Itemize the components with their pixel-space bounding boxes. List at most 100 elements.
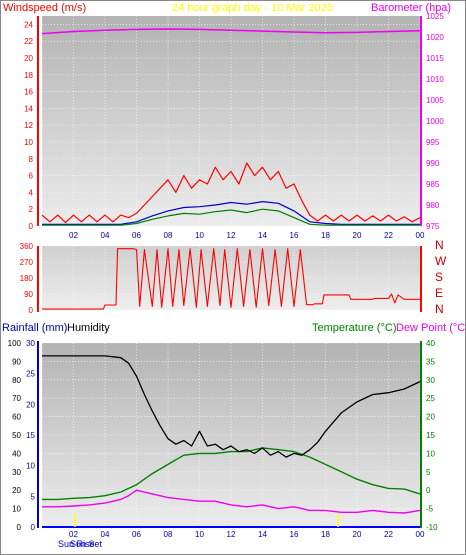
humidity-tick-label: 60 <box>12 413 21 422</box>
direction-series <box>42 248 420 310</box>
temperature-tick-label: -5 <box>426 505 434 514</box>
temperature-line <box>42 447 421 501</box>
direction-tick-label: 90 <box>24 290 33 299</box>
compass-letter-e: E <box>435 286 443 300</box>
time-tick-label: 10 <box>195 530 204 539</box>
wind-tick-label: 2 <box>29 205 34 214</box>
humidity-tick-label: 50 <box>12 431 21 440</box>
humidity-tick-label: 0 <box>17 523 22 532</box>
barometer-tick-label: 1020 <box>426 33 444 42</box>
temperature-tick-label: 30 <box>426 376 435 385</box>
wind-tick-label: 10 <box>24 138 33 147</box>
barometer-tick-label: 995 <box>426 138 440 147</box>
wind-direction-line <box>42 248 420 310</box>
time-tick-label: 18 <box>321 530 330 539</box>
top-grid <box>41 16 421 227</box>
temperature-axis-label: Temperature (°C) <box>312 322 396 334</box>
time-tick-label: 08 <box>164 231 173 240</box>
dewpoint-line <box>42 489 421 514</box>
time-tick-label: 00 <box>416 231 425 240</box>
direction-tick-label: 360 <box>20 242 34 251</box>
rainfall-tick-label: 10 <box>26 462 35 471</box>
time-tick-label: 18 <box>321 231 330 240</box>
time-tick-label: 22 <box>384 530 393 539</box>
direction-tick-label: 270 <box>20 258 34 267</box>
compass-letter-n-top: N <box>435 238 444 252</box>
average-wind-line <box>42 201 420 225</box>
temperature-tick-label: 20 <box>426 413 435 422</box>
rainfall-tick-label: 25 <box>26 370 35 379</box>
time-tick-label: 00 <box>416 530 425 539</box>
dewpoint-axis-label: Dew Point (°C) <box>396 322 466 334</box>
graph-title: 24 hour graph day - 10 Mar 2025 <box>172 2 333 14</box>
time-tick-label: 14 <box>258 231 267 240</box>
sunrise-label: Sun Rise <box>58 539 95 549</box>
humidity-tick-label: 30 <box>12 468 21 477</box>
wind-tick-label: 24 <box>24 20 33 29</box>
time-tick-label: 06 <box>132 530 141 539</box>
barometer-tick-label: 975 <box>426 222 440 231</box>
humidity-tick-label: 100 <box>8 339 22 348</box>
time-tick-label: 02 <box>69 231 78 240</box>
wind-tick-label: 20 <box>24 54 33 63</box>
humidity-tick-label: 70 <box>12 394 21 403</box>
time-tick-label: 22 <box>384 231 393 240</box>
rainfall-tick-label: 15 <box>26 431 35 440</box>
temperature-tick-label: 5 <box>426 468 431 477</box>
rainfall-tick-label: 20 <box>26 400 35 409</box>
wind-tick-label: 14 <box>24 104 33 113</box>
time-tick-label: 16 <box>290 530 299 539</box>
barometer-tick-label: 990 <box>426 159 440 168</box>
wind-tick-label: 6 <box>29 172 34 181</box>
lower-series <box>42 355 421 528</box>
direction-tick-label: 180 <box>20 274 34 283</box>
compass-letter-n-bottom: N <box>435 302 444 316</box>
direction-tick-label: 0 <box>29 306 34 315</box>
wind-tick-label: 22 <box>24 37 33 46</box>
barometer-tick-label: 1000 <box>426 117 444 126</box>
temperature-tick-label: 15 <box>426 431 435 440</box>
compass-letter-s: S <box>435 270 443 284</box>
wind-speed-line <box>42 208 420 226</box>
humidity-tick-label: 40 <box>12 449 21 458</box>
top-series <box>41 28 421 226</box>
direction-ticks: 0 90 180 270 360 <box>20 242 34 315</box>
wind-gust-line <box>41 162 421 224</box>
time-tick-label: 20 <box>353 231 362 240</box>
time-tick-label: 14 <box>258 530 267 539</box>
humidity-tick-label: 90 <box>12 357 21 366</box>
time-tick-label: 20 <box>353 530 362 539</box>
time-tick-label: 10 <box>195 231 204 240</box>
temperature-tick-label: 35 <box>426 357 435 366</box>
direction-grid <box>41 245 421 311</box>
humidity-tick-label: 20 <box>12 486 21 495</box>
barometer-tick-label: 1025 <box>426 12 444 21</box>
barometer-axis-label: Barometer (hpa) <box>371 2 451 14</box>
temperature-tick-label: 25 <box>426 394 435 403</box>
sunset-label: Sun Set <box>70 539 103 549</box>
wind-tick-label: 4 <box>29 188 34 197</box>
wind-tick-label: 12 <box>24 121 33 130</box>
compass-letter-w: W <box>435 254 447 268</box>
humidity-axis-label: Humidity <box>67 322 110 334</box>
wind-tick-label: 8 <box>29 155 34 164</box>
time-tick-label: 12 <box>227 530 236 539</box>
time-tick-label: 02 <box>69 530 78 539</box>
barometer-tick-label: 1005 <box>426 96 444 105</box>
barometer-tick-label: 985 <box>426 180 440 189</box>
barometer-tick-label: 1015 <box>426 54 444 63</box>
humidity-tick-label: 80 <box>12 376 21 385</box>
time-tick-label: 04 <box>101 530 110 539</box>
wind-tick-label: 16 <box>24 88 33 97</box>
humidity-tick-label: 10 <box>12 505 21 514</box>
wind-tick-label: 18 <box>24 71 33 80</box>
rainfall-tick-label: 0 <box>31 523 36 532</box>
temperature-tick-label: -10 <box>426 523 438 532</box>
windspeed-axis-label: Windspeed (m/s) <box>3 2 86 14</box>
rainfall-tick-label: 5 <box>31 492 36 501</box>
temperature-tick-label: 40 <box>426 339 435 348</box>
top-ticks: 0246810121416182022249759809859909951000… <box>24 12 444 240</box>
temperature-tick-label: 10 <box>426 449 435 458</box>
time-tick-label: 16 <box>290 231 299 240</box>
